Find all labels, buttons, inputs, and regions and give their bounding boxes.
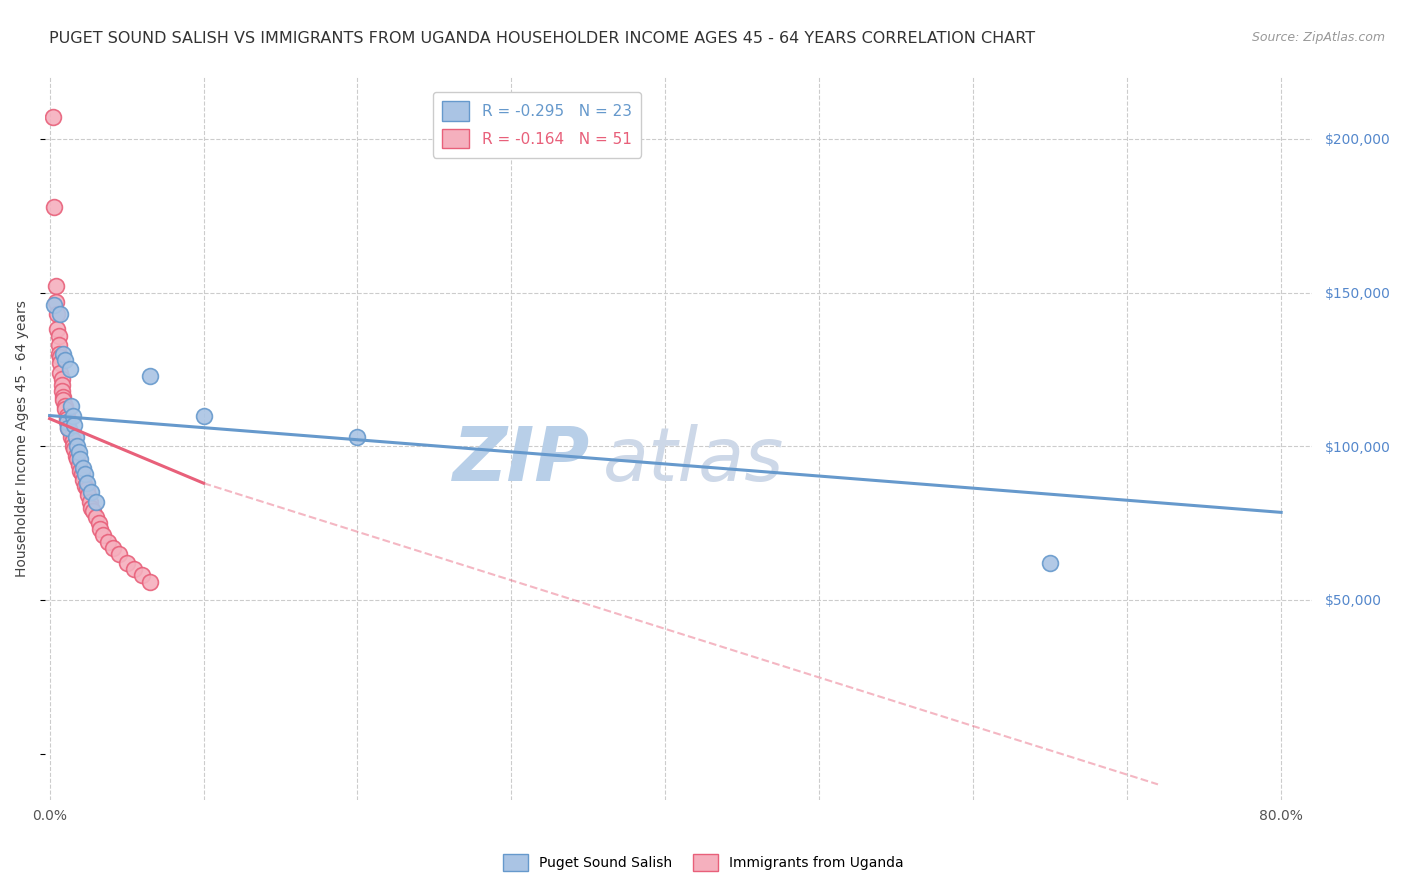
Point [45, 279, 67, 293]
Point [49, 356, 72, 370]
Point [63, 417, 86, 432]
Point [56, 417, 79, 432]
Point [69, 451, 91, 466]
Point [93, 528, 115, 542]
Point [62, 433, 84, 447]
Point [65, 449, 87, 463]
Point [67, 445, 90, 459]
Point [49, 307, 72, 321]
Point [87, 516, 110, 530]
Point [77, 488, 100, 502]
Point [72, 460, 94, 475]
Point [51, 377, 73, 392]
Point [53, 353, 76, 368]
Point [51, 372, 73, 386]
Point [44, 200, 66, 214]
Point [52, 390, 75, 404]
Point [53, 400, 76, 414]
Point [49, 366, 72, 380]
Point [69, 464, 91, 478]
Point [41, 111, 63, 125]
Point [63, 442, 86, 457]
Point [1039, 556, 1062, 570]
Point [138, 574, 160, 589]
Point [84, 510, 107, 524]
Legend: Puget Sound Salish, Immigrants from Uganda: Puget Sound Salish, Immigrants from Ugan… [498, 848, 908, 876]
Point [193, 409, 215, 423]
Point [51, 384, 73, 398]
Point [73, 467, 96, 481]
Point [46, 307, 69, 321]
Point [55, 415, 77, 429]
Point [49, 350, 72, 364]
Point [59, 424, 82, 438]
Point [44, 298, 66, 312]
Text: PUGET SOUND SALISH VS IMMIGRANTS FROM UGANDA HOUSEHOLDER INCOME AGES 45 - 64 YEA: PUGET SOUND SALISH VS IMMIGRANTS FROM UG… [49, 31, 1035, 46]
Point [60, 400, 83, 414]
Point [76, 483, 98, 497]
Point [82, 504, 104, 518]
Point [76, 476, 98, 491]
Point [89, 522, 111, 536]
Point [66, 439, 89, 453]
Point [45, 294, 67, 309]
Point [62, 409, 84, 423]
Point [80, 500, 103, 515]
Point [84, 494, 107, 508]
Point [108, 547, 131, 561]
Point [62, 439, 84, 453]
Point [48, 338, 70, 352]
Point [67, 458, 90, 472]
Point [80, 485, 103, 500]
Text: atlas: atlas [602, 425, 783, 496]
Point [52, 393, 75, 408]
Point [66, 451, 89, 466]
Point [55, 409, 77, 423]
Point [101, 541, 124, 555]
Point [59, 362, 82, 376]
Point [55, 411, 77, 425]
Point [53, 402, 76, 417]
Point [131, 568, 153, 582]
Point [97, 534, 120, 549]
Text: ZIP: ZIP [453, 424, 589, 497]
Point [346, 430, 368, 444]
Y-axis label: Householder Income Ages 45 - 64 years: Householder Income Ages 45 - 64 years [15, 301, 30, 577]
Text: Source: ZipAtlas.com: Source: ZipAtlas.com [1251, 31, 1385, 45]
Point [73, 479, 96, 493]
Point [115, 556, 138, 570]
Point [65, 430, 87, 444]
Point [79, 494, 101, 508]
Point [48, 328, 70, 343]
Point [56, 421, 79, 435]
Point [70, 467, 93, 481]
Point [60, 430, 83, 444]
Point [72, 473, 94, 487]
Point [122, 562, 145, 576]
Point [48, 347, 70, 361]
Legend: R = -0.295   N = 23, R = -0.164   N = 51: R = -0.295 N = 23, R = -0.164 N = 51 [433, 92, 641, 158]
Point [138, 368, 160, 383]
Point [52, 347, 75, 361]
Point [46, 322, 69, 336]
Point [56, 421, 79, 435]
